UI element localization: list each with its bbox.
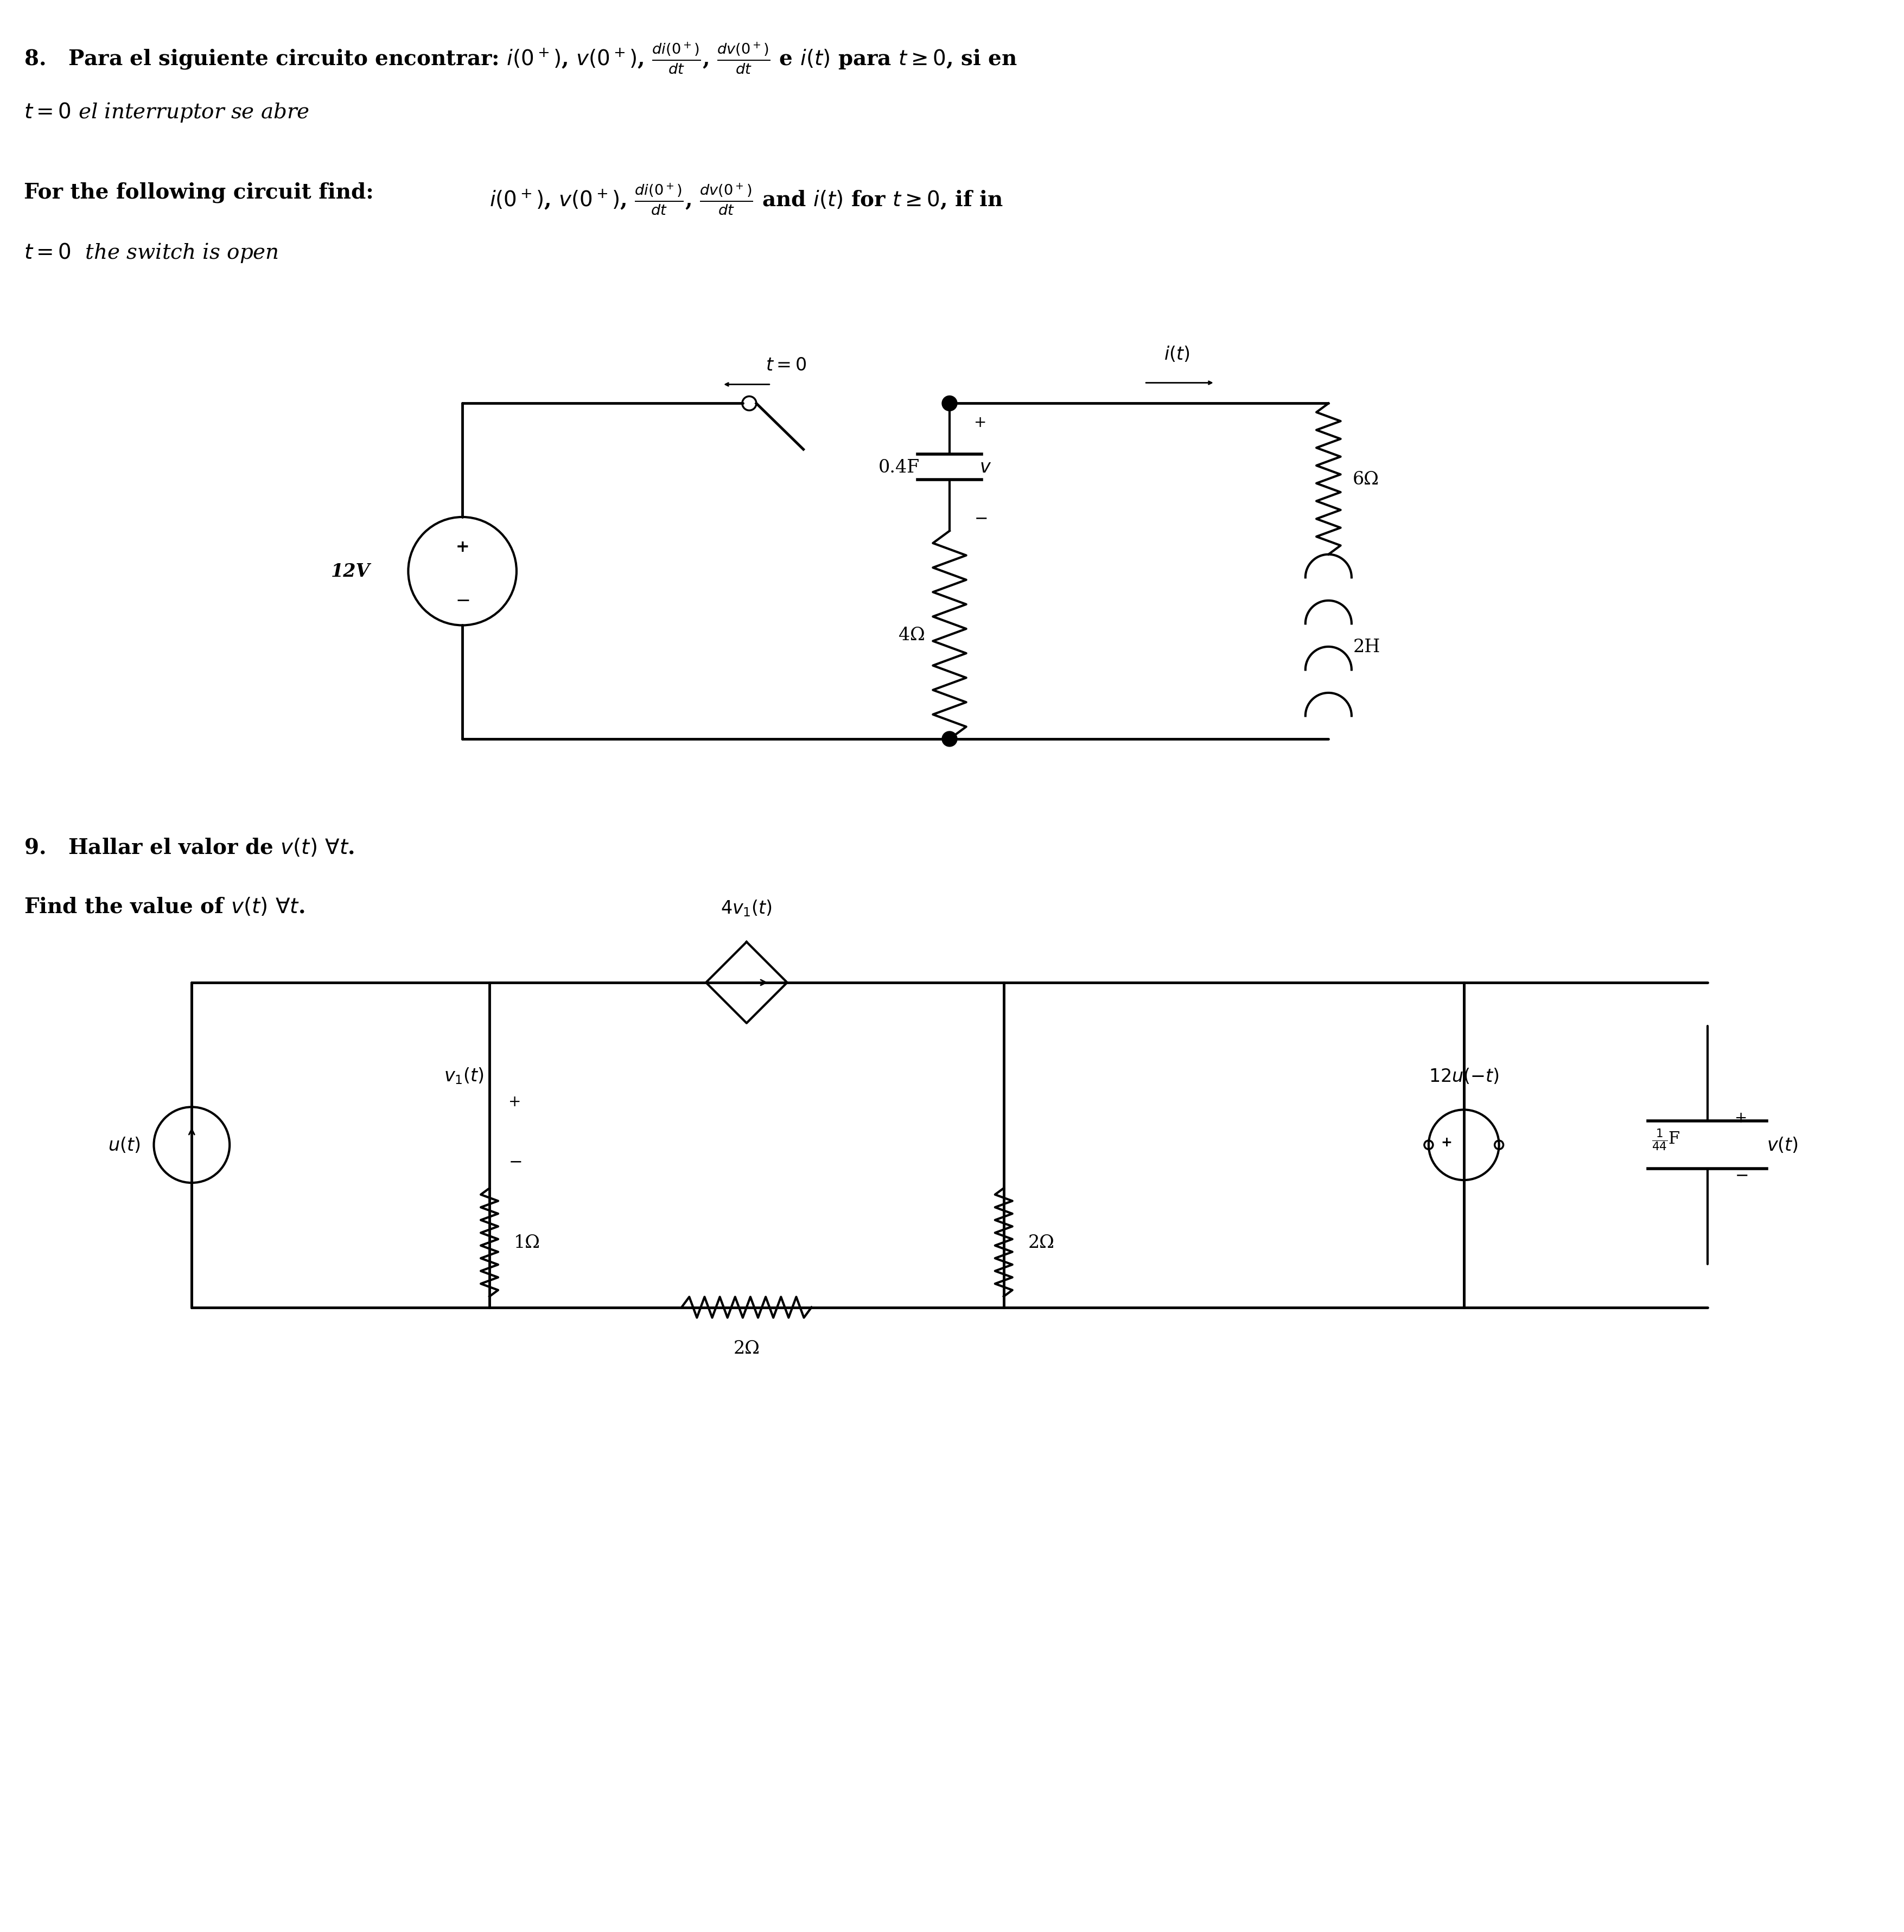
- Text: 2Ω: 2Ω: [1028, 1235, 1055, 1252]
- Text: +: +: [1735, 1111, 1748, 1126]
- Text: $\frac{1}{44}$F: $\frac{1}{44}$F: [1651, 1128, 1681, 1151]
- Text: $v(t)$: $v(t)$: [1767, 1136, 1799, 1153]
- Text: $-$: $-$: [975, 510, 986, 526]
- Circle shape: [942, 732, 958, 748]
- Text: $v$: $v$: [979, 458, 992, 475]
- Text: $-$: $-$: [1735, 1167, 1748, 1182]
- Text: 1Ω: 1Ω: [514, 1235, 541, 1252]
- Text: $t = 0$  the switch is open: $t = 0$ the switch is open: [25, 241, 278, 265]
- Text: +: +: [975, 415, 986, 431]
- Text: $i(0^+)$, $v(0^+)$, $\frac{di(0^+)}{dt}$, $\frac{dv(0^+)}{dt}$ and $i(t)$ for $t: $i(0^+)$, $v(0^+)$, $\frac{di(0^+)}{dt}$…: [489, 182, 1003, 216]
- Text: 9.   Hallar el valor de $v(t)$ $\forall t$.: 9. Hallar el valor de $v(t)$ $\forall t$…: [25, 837, 354, 858]
- Text: 2H: 2H: [1354, 638, 1380, 655]
- Text: $-$: $-$: [455, 591, 470, 609]
- Text: $4v_1(t)$: $4v_1(t)$: [722, 898, 773, 918]
- Text: 0.4F: 0.4F: [878, 458, 920, 475]
- Text: $u(t)$: $u(t)$: [109, 1136, 141, 1153]
- Text: $t = 0$: $t = 0$: [765, 357, 805, 375]
- Text: $-$: $-$: [508, 1153, 522, 1169]
- Circle shape: [942, 396, 958, 412]
- Text: $12u(-t)$: $12u(-t)$: [1428, 1066, 1498, 1086]
- Text: 6Ω: 6Ω: [1354, 471, 1378, 489]
- Text: $v_1(t)$: $v_1(t)$: [444, 1066, 484, 1086]
- Text: +: +: [1441, 1136, 1453, 1150]
- Text: 2Ω: 2Ω: [733, 1341, 760, 1358]
- Text: $t = 0$ el interruptor se abre: $t = 0$ el interruptor se abre: [25, 100, 310, 124]
- Text: +: +: [455, 539, 468, 554]
- Text: For the following circuit find:: For the following circuit find:: [25, 182, 373, 203]
- Text: 4Ω: 4Ω: [899, 626, 925, 643]
- Text: Find the value of $v(t)$ $\forall t$.: Find the value of $v(t)$ $\forall t$.: [25, 896, 305, 918]
- Text: 12V: 12V: [331, 562, 371, 580]
- Text: +: +: [508, 1094, 522, 1109]
- Text: 8.   Para el siguiente circuito encontrar: $i(0^+)$, $v(0^+)$, $\frac{di(0^+)}{d: 8. Para el siguiente circuito encontrar:…: [25, 41, 1017, 75]
- Text: $i(t)$: $i(t)$: [1163, 344, 1190, 363]
